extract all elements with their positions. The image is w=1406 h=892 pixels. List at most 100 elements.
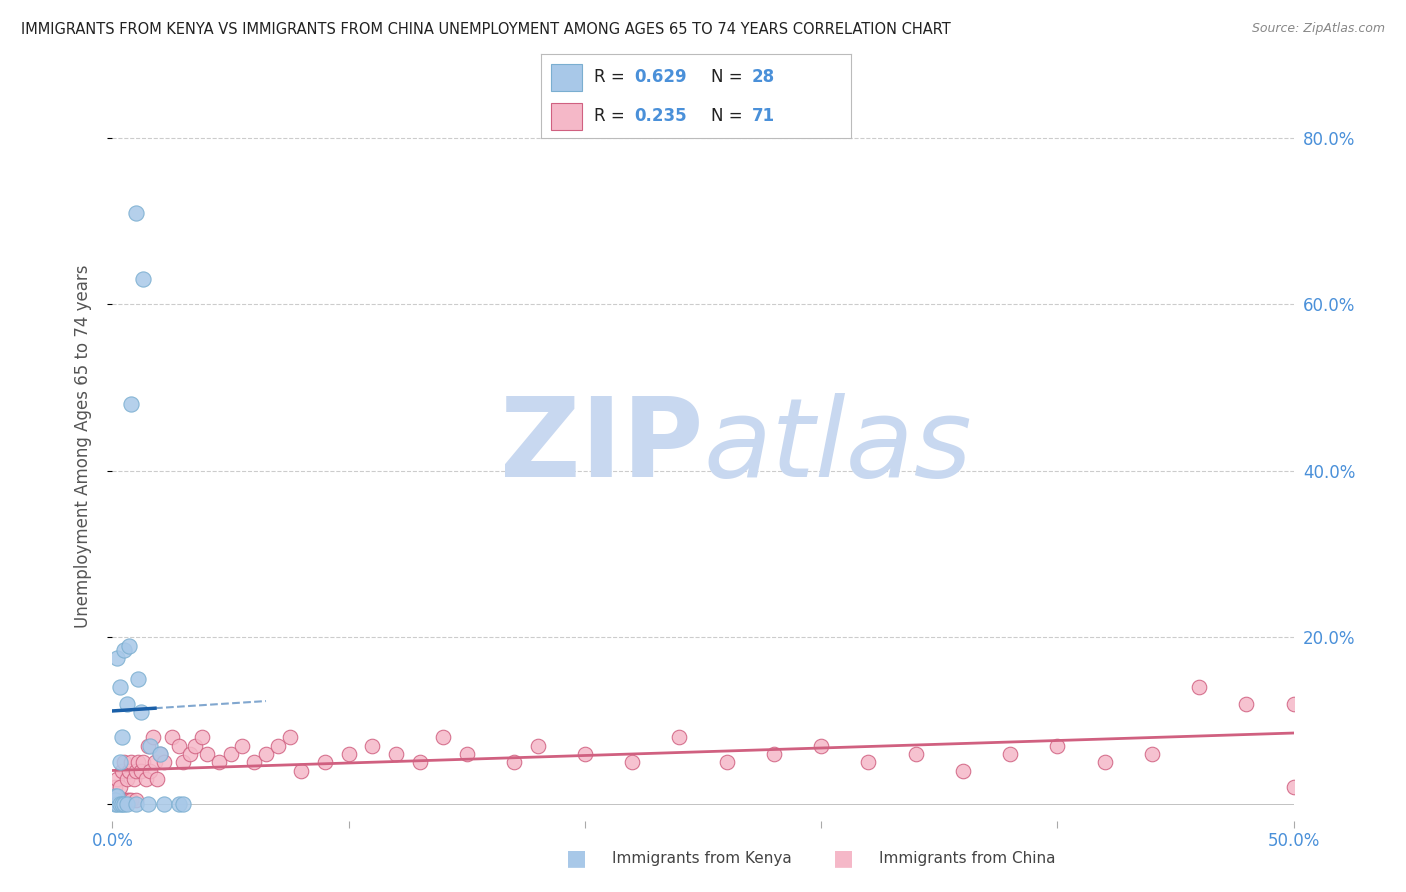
Point [195, 747, 218, 761]
Point [111, 731, 134, 745]
Point [503, 756, 526, 770]
Point [115, 772, 138, 786]
Point [139, 764, 162, 778]
Point [104, 797, 127, 811]
Point [254, 747, 277, 761]
Point [219, 747, 242, 761]
Point [120, 397, 142, 411]
Point [167, 739, 190, 753]
Point [132, 272, 155, 286]
Text: ZIP: ZIP [499, 392, 703, 500]
Point [810, 739, 832, 753]
Point [104, 789, 127, 803]
Text: 0.629: 0.629 [634, 69, 686, 87]
Point [125, 793, 148, 807]
Text: Immigrants from China: Immigrants from China [879, 851, 1056, 865]
Point [143, 756, 166, 770]
Point [184, 739, 207, 753]
Point [118, 639, 141, 653]
Point [153, 797, 176, 811]
Point [129, 764, 152, 778]
Point [408, 756, 430, 770]
Text: R =: R = [593, 69, 630, 87]
Point [108, 756, 131, 770]
Point [160, 731, 183, 745]
Point [149, 747, 172, 761]
Point [314, 756, 336, 770]
Point [120, 793, 142, 807]
Point [122, 772, 145, 786]
Point [129, 706, 152, 720]
Point [105, 793, 128, 807]
FancyBboxPatch shape [551, 103, 582, 130]
Text: IMMIGRANTS FROM KENYA VS IMMIGRANTS FROM CHINA UNEMPLOYMENT AMONG AGES 65 TO 74 : IMMIGRANTS FROM KENYA VS IMMIGRANTS FROM… [21, 22, 950, 37]
Text: Source: ZipAtlas.com: Source: ZipAtlas.com [1251, 22, 1385, 36]
Point [146, 772, 169, 786]
Point [278, 731, 301, 745]
Point [290, 764, 312, 778]
Point [108, 681, 131, 695]
Point [1046, 739, 1069, 753]
Point [179, 747, 201, 761]
FancyBboxPatch shape [551, 63, 582, 91]
Point [112, 643, 135, 657]
Point [153, 756, 176, 770]
Point [111, 797, 134, 811]
Point [105, 797, 128, 811]
Point [108, 793, 131, 807]
Point [112, 793, 135, 807]
Point [111, 793, 134, 807]
Point [172, 797, 194, 811]
Point [115, 793, 138, 807]
Point [1282, 697, 1305, 711]
Point [149, 747, 172, 761]
Point [136, 739, 159, 753]
Text: N =: N = [711, 107, 748, 125]
Point [120, 756, 142, 770]
Point [132, 756, 155, 770]
Point [142, 731, 165, 745]
Point [1094, 756, 1116, 770]
Point [1282, 780, 1305, 795]
Point [1188, 681, 1211, 695]
Point [127, 672, 149, 686]
Point [112, 756, 135, 770]
Point [904, 747, 927, 761]
Text: 0.235: 0.235 [634, 107, 686, 125]
Point [104, 780, 127, 795]
Point [267, 739, 290, 753]
Text: 28: 28 [752, 69, 775, 87]
Point [1140, 747, 1163, 761]
Point [432, 731, 454, 745]
Point [456, 747, 478, 761]
Point [621, 756, 644, 770]
Point [337, 747, 360, 761]
Point [112, 797, 135, 811]
Text: 71: 71 [752, 107, 775, 125]
Point [231, 739, 253, 753]
Point [385, 747, 408, 761]
Point [104, 793, 127, 807]
Point [127, 756, 149, 770]
Point [172, 756, 194, 770]
Point [108, 797, 131, 811]
Point [858, 756, 880, 770]
Point [952, 764, 974, 778]
Point [108, 780, 131, 795]
Point [361, 739, 384, 753]
Text: Immigrants from Kenya: Immigrants from Kenya [612, 851, 792, 865]
Point [105, 789, 128, 803]
Point [243, 756, 266, 770]
Point [716, 756, 738, 770]
Y-axis label: Unemployment Among Ages 65 to 74 years: Unemployment Among Ages 65 to 74 years [73, 264, 91, 628]
Point [208, 756, 231, 770]
Text: ■: ■ [567, 848, 586, 868]
Point [135, 772, 157, 786]
Point [136, 797, 159, 811]
Point [105, 772, 128, 786]
Point [191, 731, 214, 745]
Point [111, 764, 134, 778]
Point [118, 764, 141, 778]
Point [1234, 697, 1257, 711]
Point [115, 797, 138, 811]
